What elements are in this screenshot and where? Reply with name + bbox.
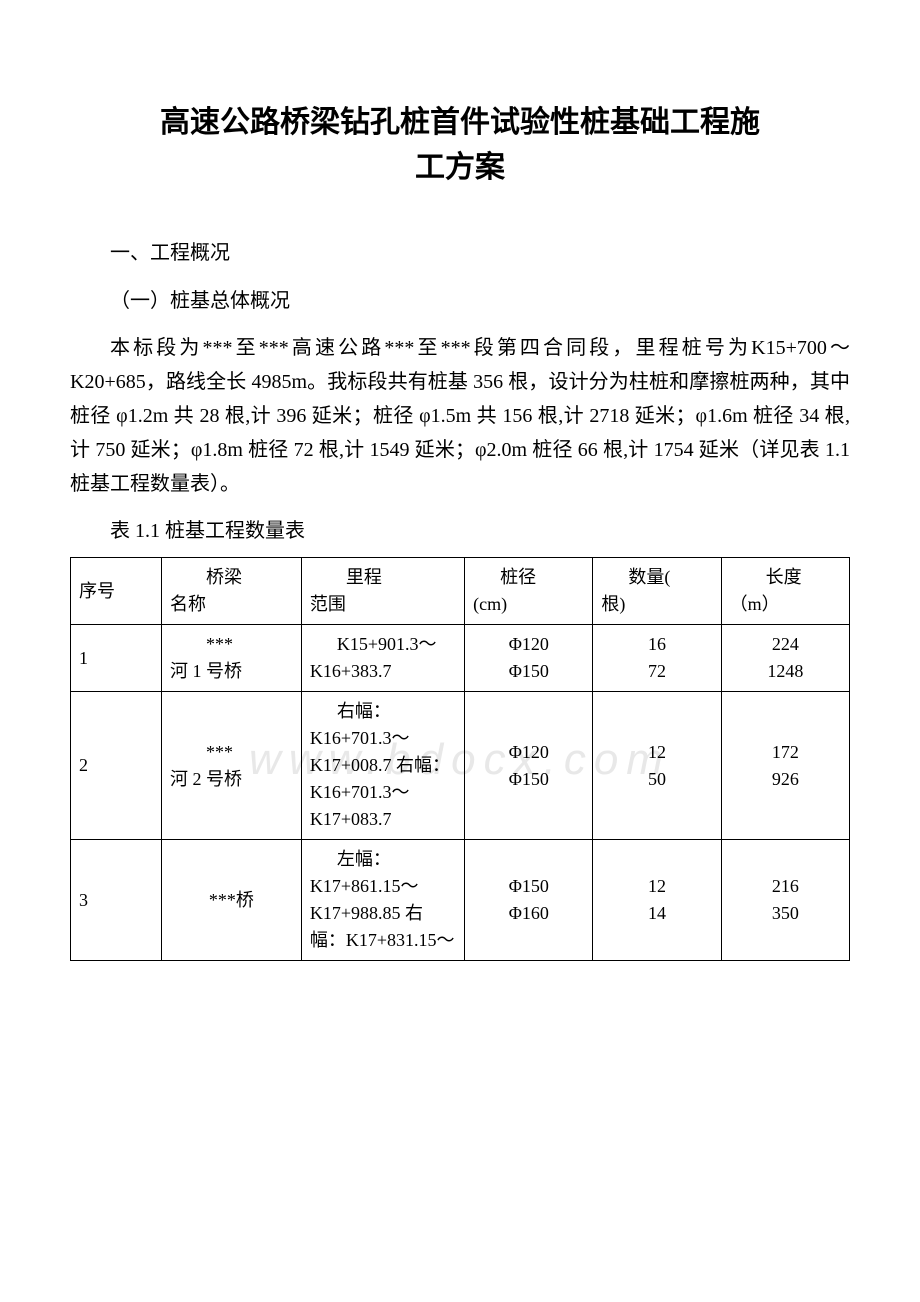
cell-dia-l2: Φ160 (473, 900, 584, 927)
cell-name-l2: 河 2 号桥 (170, 766, 293, 793)
col-header-seq: 序号 (71, 558, 162, 625)
header-dia-l1: 桩径 (473, 564, 584, 591)
cell-name-l2: 河 1 号桥 (170, 658, 293, 685)
cell-quantity: 12 50 (593, 692, 721, 840)
cell-qty-l2: 72 (601, 658, 712, 685)
col-header-quantity: 数量( 根) (593, 558, 721, 625)
header-seq-text: 序号 (79, 578, 153, 605)
cell-diameter: Φ150 Φ160 (465, 840, 593, 961)
cell-seq: 3 (71, 840, 162, 961)
cell-dia-l2: Φ150 (473, 766, 584, 793)
cell-dia-l2: Φ150 (473, 658, 584, 685)
pile-quantity-table: 序号 桥梁 名称 里程 范围 桩径 (cm) 数量( 根) (70, 557, 850, 961)
table-caption: 表 1.1 桩基工程数量表 (70, 513, 850, 549)
col-header-name: 桥梁 名称 (161, 558, 301, 625)
cell-quantity: 12 14 (593, 840, 721, 961)
cell-length: 172 926 (721, 692, 849, 840)
cell-qty-l1: 12 (601, 873, 712, 900)
col-header-length: 长度 （m） (721, 558, 849, 625)
col-header-range: 里程 范围 (301, 558, 464, 625)
title-line-1: 高速公路桥梁钻孔桩首件试验性桩基础工程施 (160, 106, 760, 139)
header-range-l2: 范围 (310, 591, 456, 618)
header-dia-l2: (cm) (473, 591, 584, 618)
header-name-l1: 桥梁 (170, 564, 293, 591)
section-heading-1: 一、工程概况 (70, 235, 850, 271)
cell-len-l2: 350 (730, 900, 841, 927)
cell-diameter: Φ120 Φ150 (465, 692, 593, 840)
header-qty-l1: 数量( (601, 564, 712, 591)
cell-name-l1: *** (170, 631, 293, 658)
cell-dia-l1: Φ120 (473, 739, 584, 766)
table-header-row: 序号 桥梁 名称 里程 范围 桩径 (cm) 数量( 根) (71, 558, 850, 625)
cell-range: 左幅：K17+861.15～K17+988.85 右幅：K17+831.15～ (301, 840, 464, 961)
cell-dia-l1: Φ150 (473, 873, 584, 900)
cell-quantity: 16 72 (593, 625, 721, 692)
cell-length: 224 1248 (721, 625, 849, 692)
cell-qty-l1: 16 (601, 631, 712, 658)
cell-name: *** 河 2 号桥 (161, 692, 301, 840)
cell-name: *** 河 1 号桥 (161, 625, 301, 692)
header-qty-l2: 根) (601, 591, 712, 618)
table-row: 2 *** 河 2 号桥 右幅：K16+701.3～K17+008.7 右幅：K… (71, 692, 850, 840)
document-content: 高速公路桥梁钻孔桩首件试验性桩基础工程施 工方案 一、工程概况 （一）桩基总体概… (70, 100, 850, 961)
cell-range: K15+901.3～K16+383.7 (301, 625, 464, 692)
cell-seq: 1 (71, 625, 162, 692)
cell-name-l2: ***桥 (170, 887, 293, 914)
table-body: 1 *** 河 1 号桥 K15+901.3～K16+383.7 Φ120 Φ1… (71, 625, 850, 961)
col-header-diameter: 桩径 (cm) (465, 558, 593, 625)
cell-qty-l1: 12 (601, 739, 712, 766)
table-row: 3 ***桥 左幅：K17+861.15～K17+988.85 右幅：K17+8… (71, 840, 850, 961)
header-name-l2: 名称 (170, 591, 293, 618)
header-range-l1: 里程 (310, 564, 456, 591)
header-len-l1: 长度 (730, 564, 841, 591)
table-row: 1 *** 河 1 号桥 K15+901.3～K16+383.7 Φ120 Φ1… (71, 625, 850, 692)
cell-diameter: Φ120 Φ150 (465, 625, 593, 692)
subsection-heading-1: （一）桩基总体概况 (70, 283, 850, 319)
cell-dia-l1: Φ120 (473, 631, 584, 658)
cell-range: 右幅：K16+701.3～K17+008.7 右幅：K16+701.3～K17+… (301, 692, 464, 840)
cell-len-l2: 1248 (730, 658, 841, 685)
cell-qty-l2: 50 (601, 766, 712, 793)
title-line-2: 工方案 (415, 151, 505, 184)
header-len-l2: （m） (730, 591, 841, 618)
cell-seq: 2 (71, 692, 162, 840)
cell-len-l1: 172 (730, 739, 841, 766)
cell-len-l1: 224 (730, 631, 841, 658)
cell-name: ***桥 (161, 840, 301, 961)
cell-name-l1: *** (170, 739, 293, 766)
document-title: 高速公路桥梁钻孔桩首件试验性桩基础工程施 工方案 (70, 100, 850, 190)
cell-len-l1: 216 (730, 873, 841, 900)
cell-len-l2: 926 (730, 766, 841, 793)
cell-length: 216 350 (721, 840, 849, 961)
paragraph-1: 本标段为***至***高速公路***至***段第四合同段，里程桩号为K15+70… (70, 331, 850, 501)
cell-qty-l2: 14 (601, 900, 712, 927)
